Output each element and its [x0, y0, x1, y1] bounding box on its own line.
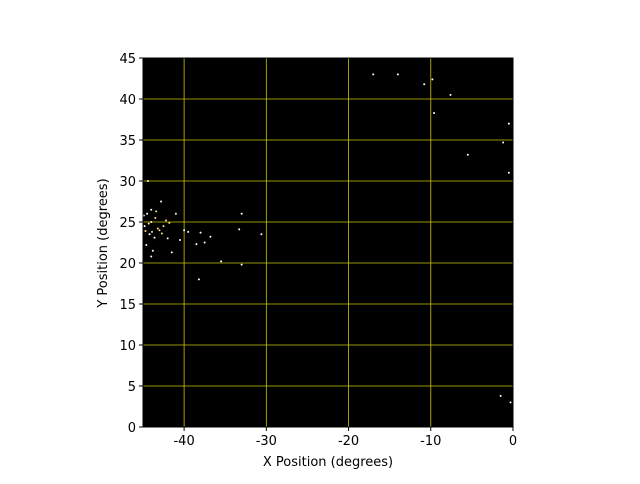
point [150, 208, 153, 211]
y-tick-label: 45 [119, 52, 136, 67]
point [146, 212, 149, 215]
y-tick-label: 15 [119, 298, 136, 313]
y-tick-label: 20 [119, 257, 136, 272]
y-tick-label: 10 [119, 339, 136, 354]
point [147, 222, 150, 225]
point [179, 239, 181, 242]
point [160, 232, 163, 235]
point [260, 233, 263, 236]
y-tick-label: 0 [128, 421, 136, 436]
point [150, 255, 153, 258]
point [372, 73, 375, 76]
point [431, 78, 434, 81]
point [151, 249, 154, 252]
y-tick-label: 30 [119, 175, 136, 190]
point [145, 243, 148, 246]
point [146, 180, 149, 182]
point [155, 210, 158, 213]
point [156, 227, 159, 230]
point [162, 225, 165, 228]
point [240, 263, 243, 266]
point [238, 228, 241, 231]
point [240, 212, 243, 215]
point [174, 212, 177, 215]
y-tick-label: 35 [119, 134, 136, 149]
point [507, 171, 510, 174]
point [466, 153, 469, 156]
point [499, 394, 502, 397]
point [170, 251, 173, 254]
point [150, 221, 153, 223]
point [209, 235, 212, 238]
point [502, 141, 505, 144]
plot-area [143, 58, 513, 427]
point [158, 229, 161, 232]
x-tick-label: -40 [173, 434, 194, 449]
point [151, 230, 154, 233]
y-tick-label: 40 [119, 93, 136, 108]
axes-frame [142, 57, 514, 428]
x-tick-label: -20 [338, 434, 359, 449]
y-tick-label: 25 [119, 216, 136, 231]
x-tick-label: -30 [256, 434, 277, 449]
point [166, 237, 169, 240]
point [168, 221, 171, 224]
point [165, 219, 168, 222]
point [160, 200, 163, 203]
point [509, 401, 512, 404]
point [144, 230, 147, 233]
point [183, 229, 186, 232]
point [507, 122, 510, 125]
y-axis-label: Y Position (degrees) [96, 178, 111, 308]
point [143, 225, 146, 228]
x-tick-label: -10 [420, 434, 441, 449]
point [153, 236, 156, 239]
point [203, 241, 206, 244]
y-tick-label: 5 [128, 380, 136, 395]
point [195, 243, 198, 246]
point [148, 233, 151, 236]
point [220, 260, 223, 263]
x-axis-label: X Position (degrees) [263, 455, 393, 470]
point [433, 111, 436, 114]
point [396, 73, 399, 76]
point [423, 83, 426, 86]
point [449, 93, 452, 96]
point [187, 230, 190, 233]
x-tick-label: 0 [509, 434, 517, 449]
point [154, 216, 157, 219]
point [197, 278, 200, 281]
point [199, 231, 202, 234]
